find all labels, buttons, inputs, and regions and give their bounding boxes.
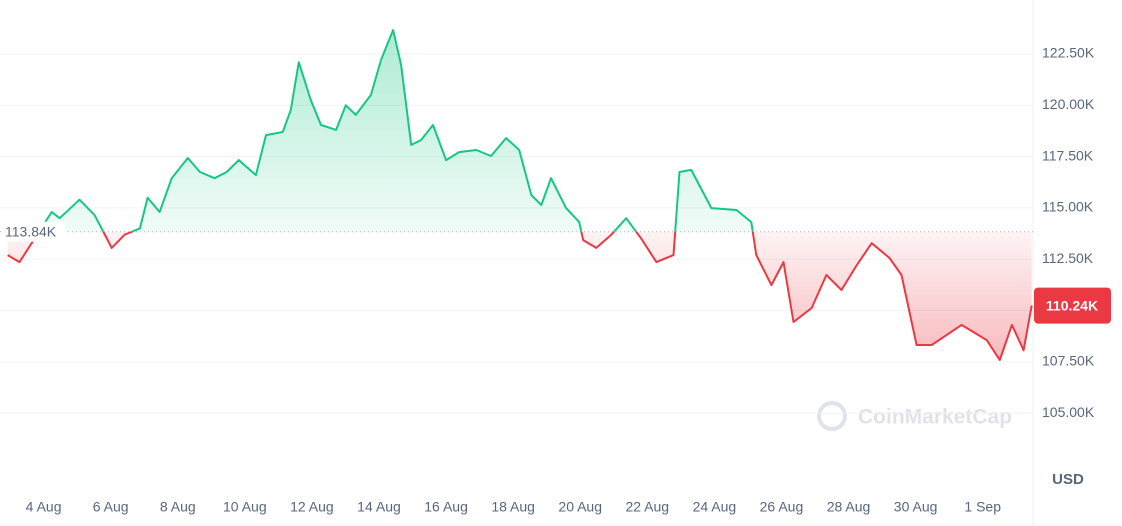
x-tick-label: 12 Aug <box>290 499 334 515</box>
line-down <box>7 231 1033 361</box>
y-tick-label: 120.00K <box>1042 96 1095 112</box>
x-tick-label: 8 Aug <box>160 499 196 515</box>
area-down <box>7 231 1032 360</box>
y-tick-label: 105.00K <box>1042 404 1095 420</box>
x-tick-label: 14 Aug <box>357 499 401 515</box>
x-tick-label: 18 Aug <box>491 499 535 515</box>
x-tick-label: 6 Aug <box>93 499 129 515</box>
baseline-label-bg <box>2 221 66 242</box>
current-price-label: 110.24K <box>1046 297 1098 313</box>
current-price-box <box>1034 287 1111 324</box>
watermark: CoinMarketCap <box>817 401 1012 431</box>
x-tick-label: 26 Aug <box>760 499 804 515</box>
x-tick-label: 10 Aug <box>223 499 267 515</box>
area-up <box>39 30 753 232</box>
x-tick-label: 1 Sep <box>964 499 1001 515</box>
y-tick-label: 107.50K <box>1042 353 1095 369</box>
y-tick-label: 122.50K <box>1042 45 1095 61</box>
unit-label: USD <box>1052 471 1084 488</box>
watermark-text: CoinMarketCap <box>858 406 1012 429</box>
y-tick-label: 112.50K <box>1042 250 1094 266</box>
x-tick-label: 30 Aug <box>894 499 938 515</box>
x-tick-label: 4 Aug <box>26 499 62 515</box>
x-tick-label: 20 Aug <box>558 499 602 515</box>
x-tick-label: 28 Aug <box>827 499 871 515</box>
line-up <box>37 29 754 232</box>
x-tick-label: 22 Aug <box>625 499 669 515</box>
baseline-label: 113.84K <box>5 223 57 239</box>
x-tick-label: 16 Aug <box>424 499 468 515</box>
y-tick-label: 115.00K <box>1042 199 1094 215</box>
y-tick-label: 117.50K <box>1042 147 1094 163</box>
x-tick-label: 24 Aug <box>693 499 737 515</box>
